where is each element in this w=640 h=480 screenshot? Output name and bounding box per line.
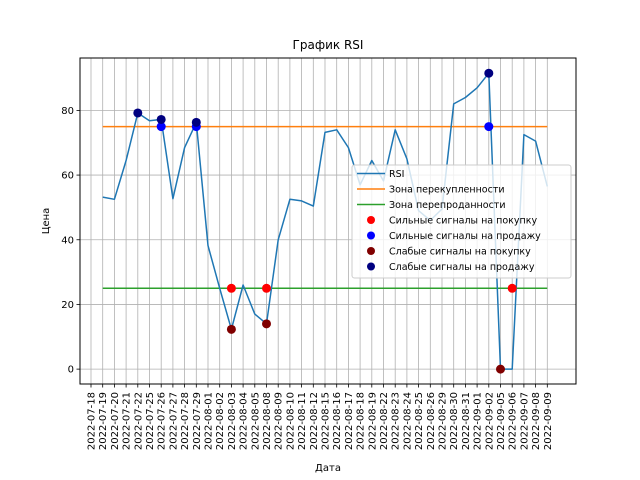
- x-tick-label: 2022-08-15: [321, 392, 332, 450]
- x-tick-label: 2022-07-18: [87, 392, 98, 450]
- legend: RSI Зона перекупленности Зона перепроданно…: [351, 164, 572, 279]
- x-tick-label: 2022-08-08: [262, 392, 273, 450]
- signal-point: [133, 108, 143, 118]
- legend-box: [351, 164, 572, 279]
- x-tick-label: 2022-09-05: [496, 392, 507, 450]
- signal-point: [262, 283, 271, 293]
- legend-marker: [367, 262, 375, 271]
- x-tick-label: 2022-09-09: [543, 392, 554, 450]
- x-axis-label: Дата: [315, 463, 341, 474]
- signal-point: [262, 319, 271, 329]
- x-tick-label: 2022-08-18: [356, 392, 367, 450]
- rsi-series-line: [102, 72, 549, 370]
- signal-point: [226, 283, 236, 293]
- x-tick-label: 2022-08-04: [239, 392, 250, 450]
- x-tick-label: 2022-08-24: [402, 392, 413, 450]
- x-tick-label: 2022-08-05: [250, 392, 261, 450]
- signal-point: [507, 283, 517, 293]
- legend-label: Слабые сигналы на покупку: [389, 247, 531, 258]
- legend-label: Зона перекупленности: [389, 185, 505, 196]
- y-tick-label: 40: [61, 235, 74, 246]
- x-tick-label: 2022-07-28: [180, 392, 191, 450]
- x-tick-label: 2022-08-03: [227, 392, 238, 450]
- x-tick-label: 2022-08-31: [461, 392, 472, 450]
- y-tick-label: 20: [61, 300, 74, 311]
- legend-label: Слабые сигналы на продажу: [389, 262, 535, 273]
- x-tick-label: 2022-07-19: [98, 392, 109, 450]
- x-tick-label: 2022-08-09: [274, 392, 285, 450]
- x-tick-label: 2022-07-20: [110, 392, 121, 450]
- legend-label: Зона перепроданности: [389, 200, 506, 211]
- signal-markers: [133, 68, 517, 374]
- signal-point: [156, 122, 166, 132]
- x-tick-label: 2022-08-16: [332, 392, 343, 450]
- signal-point: [191, 117, 201, 127]
- x-tick-label: 2022-09-01: [473, 392, 484, 450]
- x-tick-label: 2022-08-26: [426, 392, 437, 450]
- legend-marker: [367, 247, 375, 255]
- x-tick-label: 2022-09-07: [519, 392, 530, 450]
- x-tick-label: 2022-08-17: [344, 392, 355, 450]
- x-tick-label: 2022-08-23: [391, 392, 402, 450]
- threshold-lines: [102, 125, 548, 290]
- signal-point: [496, 364, 505, 374]
- x-tick-label: 2022-07-27: [168, 392, 179, 450]
- y-tick-label: 80: [61, 106, 74, 117]
- x-tick-label: 2022-08-29: [438, 392, 449, 450]
- x-tick-label: 2022-08-22: [379, 392, 390, 450]
- x-tick-label: 2022-08-30: [449, 392, 460, 450]
- y-tick-label: 60: [61, 171, 74, 182]
- x-tick-label: 2022-08-01: [204, 392, 215, 450]
- legend-label: Сильные сигналы на продажу: [389, 231, 541, 242]
- x-tick-label: 2022-08-12: [309, 392, 320, 450]
- x-tick-label: 2022-09-08: [531, 392, 542, 450]
- x-tick-label: 2022-08-19: [367, 392, 378, 450]
- y-axis-ticks: 0 20 40 60 80: [61, 106, 80, 376]
- grid-lines: [80, 58, 576, 384]
- y-axis-label: Цена: [41, 208, 52, 235]
- x-axis-ticks: 2022-07-18 2022-07-19 2022-07-20 2022-07-21…: [87, 384, 554, 450]
- signal-point: [156, 114, 166, 124]
- chart-title: График RSI: [293, 38, 364, 52]
- x-tick-label: 2022-07-21: [122, 392, 133, 450]
- x-tick-label: 2022-07-25: [145, 392, 156, 450]
- signal-point: [484, 122, 494, 132]
- plot-frame: [79, 57, 577, 385]
- x-tick-label: 2022-07-29: [192, 392, 203, 450]
- x-tick-label: 2022-08-02: [215, 392, 226, 450]
- legend-label: Сильные сигналы на покупку: [389, 216, 537, 227]
- x-tick-label: 2022-09-06: [508, 392, 519, 450]
- legend-marker: [367, 231, 375, 240]
- legend-marker: [367, 216, 375, 224]
- x-tick-label: 2022-07-26: [157, 392, 168, 450]
- x-tick-label: 2022-09-02: [484, 392, 495, 450]
- legend-label: RSI: [389, 169, 404, 180]
- signal-point: [226, 324, 236, 334]
- x-tick-label: 2022-07-22: [133, 392, 144, 450]
- rsi-line-group: [102, 72, 549, 370]
- y-tick-label: 0: [68, 365, 74, 376]
- x-tick-label: 2022-08-10: [285, 392, 296, 450]
- x-tick-label: 2022-08-11: [297, 392, 308, 450]
- x-tick-label: 2022-08-25: [414, 392, 425, 450]
- signal-point: [484, 68, 494, 78]
